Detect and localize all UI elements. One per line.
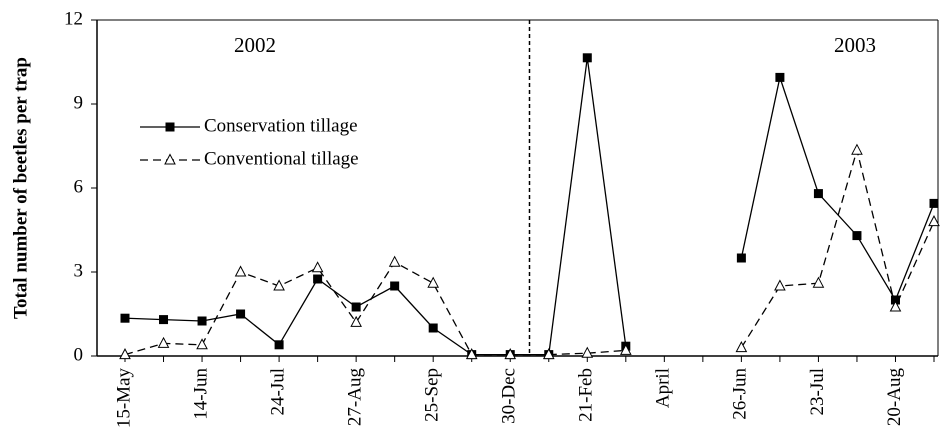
annotation: 2002	[234, 33, 276, 57]
marker	[581, 346, 594, 358]
marker	[274, 340, 284, 350]
marker	[774, 279, 786, 291]
marker	[350, 315, 362, 327]
marker	[428, 323, 438, 333]
marker	[852, 231, 862, 241]
x-tick-label: 27-Aug	[345, 368, 366, 427]
y-axis-title: Total number of beetles per trap	[10, 57, 31, 319]
marker	[427, 276, 440, 288]
marker	[775, 72, 785, 82]
marker	[928, 215, 940, 227]
y-tick-label: 6	[74, 176, 84, 197]
marker	[313, 274, 323, 284]
marker	[736, 253, 746, 263]
marker	[851, 143, 863, 155]
marker	[165, 122, 175, 132]
x-tick-label: 23-Jul	[807, 368, 828, 416]
marker	[311, 261, 324, 273]
y-tick-label: 0	[74, 344, 84, 365]
x-tick-label: 21-Feb	[576, 368, 597, 422]
x-tick-label: 26-Jun	[730, 368, 751, 420]
x-tick-label: April	[653, 368, 674, 408]
marker	[735, 341, 748, 353]
x-tick-label: 14-Jun	[190, 368, 211, 420]
marker	[504, 348, 517, 360]
marker	[197, 316, 207, 326]
x-tick-label: 15-May	[113, 368, 134, 429]
marker	[582, 53, 592, 63]
marker	[542, 348, 555, 360]
marker	[157, 336, 170, 348]
series-line	[124, 147, 935, 356]
marker	[196, 338, 208, 350]
x-tick-label: 30-Dec	[499, 368, 520, 424]
marker	[164, 153, 176, 165]
marker	[813, 189, 823, 199]
marker	[273, 279, 285, 291]
marker	[619, 343, 632, 355]
marker	[388, 255, 401, 267]
x-tick-label: 20-Aug	[884, 368, 905, 427]
marker	[236, 309, 246, 319]
marker	[465, 348, 478, 360]
x-tick-label: 24-Jul	[267, 368, 288, 416]
marker	[159, 315, 169, 325]
marker	[120, 313, 130, 323]
marker	[890, 295, 900, 305]
marker	[390, 281, 400, 291]
marker	[351, 302, 361, 312]
marker	[929, 198, 939, 208]
annotation: 2003	[834, 33, 876, 57]
marker	[119, 348, 131, 360]
y-tick-label: 9	[74, 92, 84, 113]
marker	[889, 300, 902, 312]
x-tick-label: 25-Sep	[422, 368, 443, 422]
legend-label: Conventional tillage	[204, 148, 359, 169]
y-tick-label: 12	[64, 8, 83, 29]
marker	[812, 276, 825, 288]
marker	[234, 265, 247, 277]
y-tick-label: 3	[74, 260, 84, 281]
legend-label: Conservation tillage	[204, 115, 358, 136]
